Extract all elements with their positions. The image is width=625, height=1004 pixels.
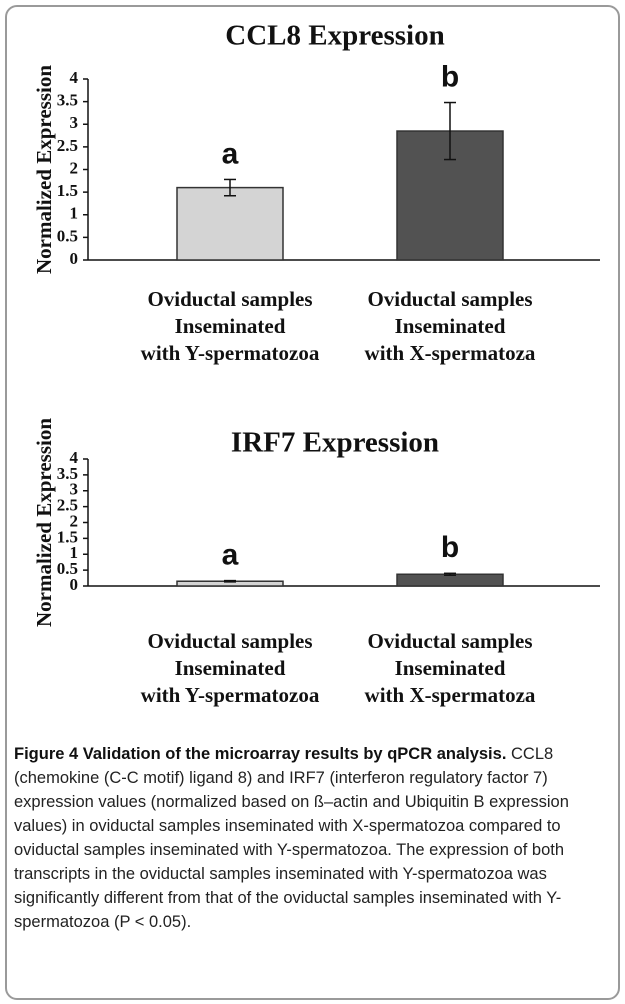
caption-title: Figure 4 Validation of the microarray re… <box>14 745 507 763</box>
y-axis-label: Normalized Expression <box>32 418 56 627</box>
y-tick-label: 3.5 <box>57 464 78 483</box>
chart-title: IRF7 Expression <box>231 427 439 459</box>
y-tick-label: 0 <box>70 249 79 268</box>
annotation: b <box>441 60 459 93</box>
bar <box>396 573 504 587</box>
y-tick-label: 4 <box>70 68 79 87</box>
annotation: b <box>441 531 459 564</box>
y-tick-label: 3 <box>70 113 79 132</box>
y-tick-label: 2.5 <box>57 496 78 515</box>
x-tick-label: Oviductal samples Inseminated with X-spe… <box>364 629 536 707</box>
y-tick-label: 1 <box>70 204 79 223</box>
y-tick-label: 2.5 <box>57 136 78 155</box>
y-tick-label: 1.5 <box>57 181 78 200</box>
error-bar <box>224 579 236 583</box>
y-tick-label: 0.5 <box>57 559 78 578</box>
x-tick-label: Oviductal samples Inseminated with Y-spe… <box>140 629 320 707</box>
error-bar <box>224 178 236 197</box>
y-tick-label: 1 <box>70 543 79 562</box>
bar <box>176 186 284 261</box>
chart-title: CCL8 Expression <box>225 20 444 52</box>
y-tick-label: 2 <box>70 511 79 530</box>
annotation: a <box>222 137 239 170</box>
y-tick-label: 0 <box>70 575 79 594</box>
y-tick-label: 0.5 <box>57 226 78 245</box>
y-tick-label: 3.5 <box>57 91 78 110</box>
y-axis-label: Normalized Expression <box>32 65 56 274</box>
x-tick-label: Oviductal samples Inseminated with Y-spe… <box>140 287 320 365</box>
caption-text: CCL8 (chemokine (C-C motif) ligand 8) an… <box>14 745 569 931</box>
y-tick-label: 1.5 <box>57 527 78 546</box>
error-bar <box>444 101 456 161</box>
error-bar <box>444 572 456 576</box>
caption: Figure 4 Validation of the microarray re… <box>14 742 612 934</box>
y-tick-label: 4 <box>70 448 79 467</box>
x-tick-label: Oviductal samples Inseminated with X-spe… <box>364 287 536 365</box>
y-tick-label: 3 <box>70 480 79 499</box>
annotation: a <box>222 539 239 572</box>
y-tick-label: 2 <box>70 158 79 177</box>
figure-frame <box>5 5 620 1000</box>
